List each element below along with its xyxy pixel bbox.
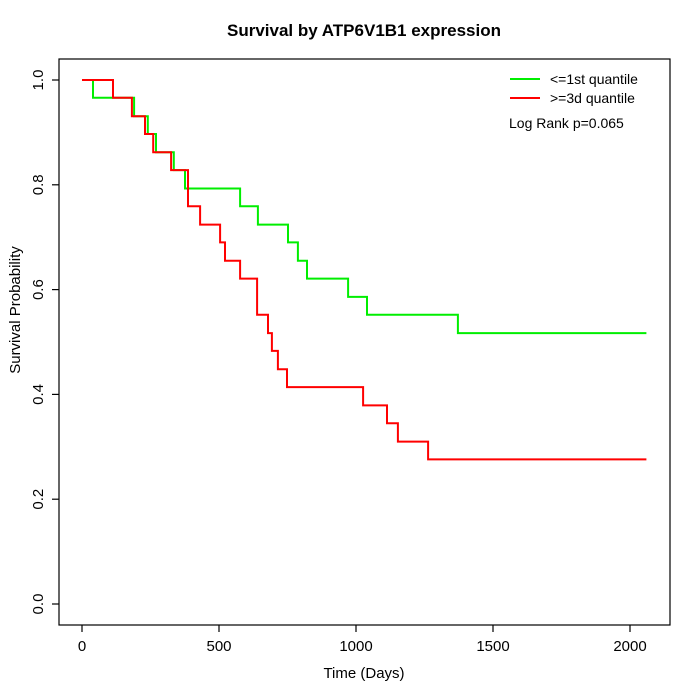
y-tick-label: 0.0 [30, 594, 47, 615]
y-tick-label: 0.4 [30, 384, 47, 405]
log-rank-annotation: Log Rank p=0.065 [509, 115, 624, 131]
plot-box [58, 58, 671, 626]
y-tick-label: 1.0 [30, 70, 47, 91]
y-tick-label: 0.6 [30, 279, 47, 300]
km-curve-high-expression [82, 79, 647, 461]
y-tick-label: 0.8 [30, 174, 47, 195]
km-curves [82, 79, 647, 461]
x-tick-label: 500 [206, 638, 231, 655]
y-tick-label: 0.2 [30, 489, 47, 510]
y-axis-ticks: 0.0 0.2 0.4 0.6 0.8 1.0 [30, 70, 59, 615]
x-tick-label: 1500 [476, 638, 509, 655]
y-axis-label: Survival Probability [7, 246, 24, 374]
x-axis-ticks: 0 500 1000 1500 2000 [78, 625, 647, 655]
legend-label-low-expression: <=1st quantile [550, 71, 638, 87]
legend: <=1st quantile >=3d quantile Log Rank p=… [509, 71, 638, 131]
x-axis-label: Time (Days) [323, 665, 404, 682]
x-tick-label: 0 [78, 638, 86, 655]
legend-label-high-expression: >=3d quantile [550, 90, 635, 106]
x-tick-label: 1000 [339, 638, 372, 655]
x-tick-label: 2000 [613, 638, 646, 655]
chart-title: Survival by ATP6V1B1 expression [227, 21, 501, 40]
